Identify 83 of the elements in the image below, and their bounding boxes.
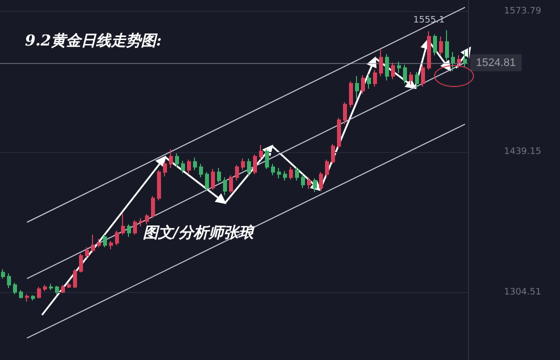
candlestick (283, 170, 287, 182)
candlestick (439, 36, 443, 56)
candlestick (13, 282, 17, 295)
candlestick (145, 213, 149, 225)
candlestick (85, 246, 89, 258)
candlestick (253, 154, 257, 175)
candlestick (457, 54, 461, 68)
candlestick (289, 166, 293, 180)
candlestick (445, 30, 449, 62)
candlestick (25, 294, 29, 302)
candlestick (175, 152, 179, 168)
candlestick (157, 170, 161, 201)
candlestick (181, 160, 185, 174)
candlestick (133, 220, 137, 236)
candlestick (223, 176, 227, 196)
candlestick (355, 76, 359, 100)
candlestick (463, 50, 467, 68)
candlestick (187, 159, 191, 175)
y-tick-label: 1573.79 (504, 6, 542, 17)
candlestick (349, 80, 353, 108)
candlestick (31, 294, 35, 302)
candlestick (121, 213, 125, 236)
candlestick (97, 238, 101, 248)
candlestick (421, 64, 425, 88)
candlestick (73, 268, 77, 288)
candlestick (37, 286, 41, 299)
candlestick (1, 268, 5, 280)
candlestick (43, 284, 47, 292)
candlestick (331, 144, 335, 164)
candlestick (409, 72, 413, 86)
candlestick (403, 64, 407, 84)
candlestick (337, 117, 341, 149)
candlestick (319, 172, 323, 192)
candlestick (307, 176, 311, 190)
candlestick (91, 234, 95, 254)
candlestick (451, 52, 455, 72)
candlestick (229, 174, 233, 194)
candlestick (127, 224, 131, 238)
candlestick (7, 272, 11, 288)
candlestick (61, 284, 65, 294)
text: 9.2黄金日线走势图: (25, 32, 162, 50)
candlestick (163, 161, 167, 177)
candlestick (397, 61, 401, 74)
candlestick (277, 168, 281, 179)
candlestick (247, 158, 251, 176)
candlestick (19, 290, 23, 299)
y-tick-label: 1439.15 (504, 147, 542, 158)
ref-line-label: 1524.81 (476, 56, 516, 69)
candlestick (55, 285, 59, 295)
candlestick (151, 196, 155, 219)
candlestick (325, 159, 329, 178)
candlestick (271, 163, 275, 176)
candlestick (385, 54, 389, 81)
candlestick (373, 69, 377, 88)
candlestick (211, 168, 215, 190)
candlestick (115, 230, 119, 246)
candlestick (103, 234, 107, 248)
candlestick (415, 72, 419, 90)
candlestick (391, 62, 395, 80)
candlestick (49, 283, 53, 291)
y-tick-label: 1304.51 (504, 288, 542, 298)
candlestick (379, 48, 383, 77)
candlestick (67, 282, 71, 288)
candlestick (259, 144, 263, 160)
candlestick (295, 166, 299, 182)
candlestick (193, 157, 197, 171)
candlestick (169, 148, 173, 168)
candlestick (427, 30, 431, 70)
candlestick (139, 218, 143, 227)
candlestick (265, 148, 269, 170)
candlestick (217, 168, 221, 184)
candlestick (235, 164, 239, 182)
candlestick (79, 253, 83, 273)
candlestick (343, 102, 347, 125)
candlestick (301, 174, 305, 188)
candlestick (205, 172, 209, 192)
candlestick (313, 178, 317, 192)
candlestick (433, 34, 437, 56)
candlestick (361, 74, 365, 94)
candlestick (367, 74, 371, 90)
candlestick (199, 163, 203, 178)
candlestick (109, 240, 113, 250)
candlestick (241, 158, 245, 171)
